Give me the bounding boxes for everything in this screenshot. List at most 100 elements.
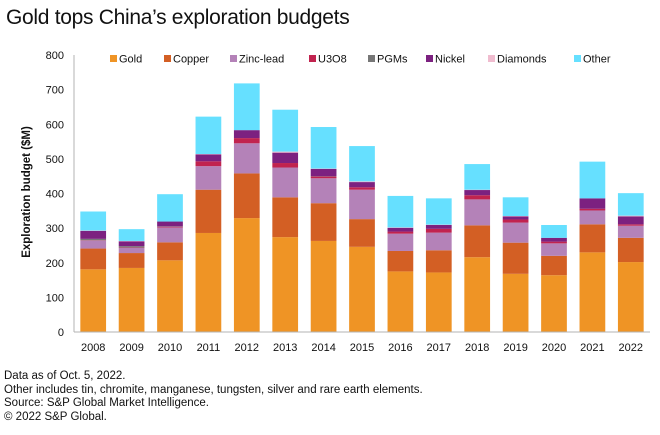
bar-segment-other-2013: [272, 109, 299, 152]
bar-segment-gold-2014: [310, 240, 337, 332]
legend-label: U3O8: [318, 54, 347, 66]
legend-item-gold: Gold: [110, 54, 142, 66]
bar-segment-gold-2011: [195, 232, 222, 332]
bar-segment-copper-2016: [387, 250, 414, 272]
bar-segment-gold-2022: [617, 262, 644, 332]
legend-label: Gold: [119, 54, 142, 66]
bar-segment-copper-2022: [617, 237, 644, 263]
bar-segment-gold-2017: [425, 272, 452, 332]
legend-item-zinc-lead: Zinc-lead: [230, 54, 284, 66]
bar-segment-zinc-lead-2014: [310, 178, 337, 204]
bar-segment-copper-2010: [157, 242, 183, 261]
bar-segment-gold-2012: [233, 218, 260, 332]
bar-segment-gold-2021: [579, 252, 606, 332]
bar-segment-u3o8-2018: [464, 195, 491, 200]
x-axis: 2008 2009 2010 2011 2012 2013 2014 2015 2016 2017…: [74, 331, 650, 354]
bar-segment-gold-2020: [541, 275, 567, 332]
bar-segment-nickel-2018: [464, 190, 491, 196]
x-tick-label: 2014: [311, 342, 335, 354]
bar-segment-u3o8-2013: [272, 163, 299, 168]
bar-segment-zinc-lead-2021: [579, 210, 606, 225]
bar-segment-copper-2013: [272, 197, 299, 238]
y-tick-label: 0: [58, 327, 64, 339]
legend-swatch: [368, 55, 375, 62]
bar-stack-2008: [80, 211, 107, 332]
legend-swatch: [110, 55, 117, 62]
bar-segment-gold-2015: [349, 246, 375, 332]
bar-segment-gold-2016: [387, 271, 414, 332]
bar-stack-2022: [617, 193, 644, 332]
bar-stack-2015: [349, 146, 375, 332]
bar-segment-u3o8-2015: [349, 187, 375, 190]
bar-segment-other-2015: [349, 146, 375, 182]
bar-segment-u3o8-2019: [502, 219, 529, 223]
bar-segment-pgms-2008: [80, 238, 107, 241]
bar-segment-zinc-lead-2020: [541, 243, 567, 256]
bar-segment-nickel-2020: [541, 237, 567, 242]
chart-title: Gold tops China’s exploration budgets: [6, 6, 350, 29]
bar-segment-nickel-2014: [310, 168, 337, 177]
bar-segment-nickel-2022: [617, 216, 644, 225]
bar-stack-2020: [541, 225, 567, 332]
bar-segment-copper-2011: [195, 189, 222, 233]
bar-stack-2010: [157, 194, 183, 332]
bar-segment-zinc-lead-2008: [80, 240, 107, 249]
bar-segment-gold-2018: [464, 257, 491, 332]
bar-segment-nickel-2021: [579, 198, 606, 209]
x-tick-label: 2008: [81, 342, 105, 354]
x-tick-label: 2015: [350, 342, 374, 354]
bar-segment-zinc-lead-2013: [272, 167, 299, 198]
legend: Gold Copper Zinc-lead U3O8 PGMs Nickel Diamond…: [110, 54, 611, 66]
bar-stack-2016: [387, 195, 414, 332]
bar-segment-other-2016: [387, 195, 414, 228]
note-data-date: Data as of Oct. 5, 2022.: [4, 370, 126, 382]
bar-segment-u3o8-2017: [425, 228, 452, 233]
x-tick-label: 2020: [542, 342, 566, 354]
bar-segment-u3o8-2016: [387, 231, 414, 234]
bar-segment-diamonds-2015: [349, 181, 375, 183]
bar-segment-nickel-2016: [387, 227, 414, 232]
bar-segment-zinc-lead-2017: [425, 232, 452, 251]
bar-stack-2021: [579, 161, 606, 332]
bar-segment-copper-2012: [233, 173, 260, 219]
bar-segment-nickel-2019: [502, 216, 529, 220]
x-tick-label: 2021: [580, 342, 604, 354]
bar-segment-copper-2021: [579, 224, 606, 253]
legend-item-diamonds: Diamonds: [488, 54, 547, 66]
bar-segment-zinc-lead-2016: [387, 233, 414, 251]
legend-item-nickel: Nickel: [426, 54, 465, 66]
legend-item-other: Other: [574, 54, 611, 66]
bar-segment-other-2019: [502, 197, 529, 217]
bar-segment-diamonds-2022: [617, 215, 644, 217]
legend-item-copper: Copper: [164, 54, 209, 66]
x-tick-label: 2012: [235, 342, 259, 354]
bar-segment-other-2009: [118, 229, 145, 241]
legend-swatch: [309, 55, 316, 62]
legend-label: Nickel: [435, 54, 465, 66]
legend-item-u3o8: U3O8: [309, 54, 347, 66]
x-tick-label: 2018: [465, 342, 489, 354]
bar-segment-diamonds-2013: [272, 151, 299, 153]
bar-segment-other-2022: [617, 193, 644, 216]
bar-segment-copper-2018: [464, 225, 491, 258]
y-tick-label: 400: [46, 189, 64, 201]
footnotes: Data as of Oct. 5, 2022. Other includes …: [4, 370, 423, 424]
legend-swatch: [426, 55, 433, 62]
bars: [80, 83, 644, 332]
bar-segment-zinc-lead-2022: [617, 225, 644, 238]
bar-segment-nickel-2011: [195, 154, 222, 162]
bar-segment-other-2020: [541, 225, 567, 238]
y-tick-label: 700: [46, 85, 64, 97]
bar-segment-u3o8-2022: [617, 224, 644, 226]
legend-item-pgms: PGMs: [368, 54, 408, 66]
bar-segment-u3o8-2014: [310, 176, 337, 179]
bar-segment-nickel-2015: [349, 182, 375, 188]
y-tick-label: 600: [46, 119, 64, 131]
bar-stack-2014: [310, 127, 337, 332]
bar-segment-nickel-2017: [425, 225, 452, 229]
bar-segment-other-2011: [195, 116, 222, 155]
bar-segment-other-2010: [157, 194, 183, 222]
bar-segment-copper-2019: [502, 242, 529, 274]
bar-segment-zinc-lead-2009: [118, 247, 145, 254]
